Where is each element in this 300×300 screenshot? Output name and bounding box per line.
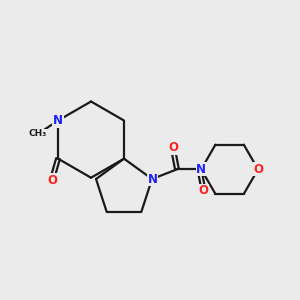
Text: O: O — [254, 163, 264, 176]
Text: O: O — [48, 174, 58, 187]
Text: N: N — [148, 172, 158, 185]
Text: O: O — [198, 184, 208, 197]
Text: O: O — [169, 141, 178, 154]
Text: CH₃: CH₃ — [28, 129, 46, 138]
Text: N: N — [196, 163, 206, 176]
Text: N: N — [53, 114, 63, 127]
